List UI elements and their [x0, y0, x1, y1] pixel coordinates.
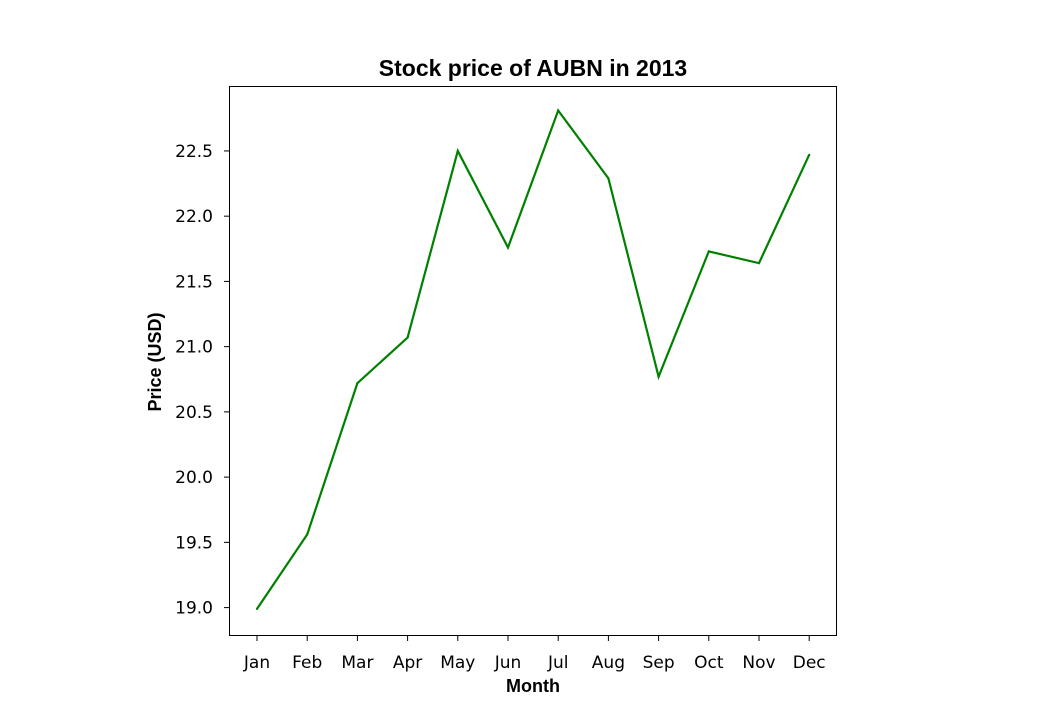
data-point — [557, 109, 560, 112]
x-tick-label: Oct — [694, 653, 724, 673]
data-point — [506, 246, 510, 249]
series-layer — [255, 108, 811, 611]
data-point — [406, 336, 409, 339]
x-tick-label: May — [440, 653, 475, 673]
data-point — [456, 149, 459, 153]
x-tick-label: Mar — [341, 653, 373, 673]
chart-title: Stock price of AUBN in 2013 — [379, 55, 687, 81]
y-tick-label: 22.0 — [175, 207, 213, 227]
x-tick-label: Jun — [494, 653, 522, 673]
plot-frame — [229, 86, 837, 636]
x-axis-label: Month — [506, 676, 560, 696]
data-point — [306, 533, 309, 536]
data-point — [607, 177, 610, 180]
x-tick-label: Dec — [793, 653, 826, 673]
y-axis-label: Price (USD) — [145, 312, 165, 411]
y-tick-label: 22.5 — [175, 142, 213, 162]
y-tick-label: 21.0 — [175, 338, 213, 358]
x-tick-label: Feb — [292, 653, 322, 673]
data-point — [657, 375, 660, 378]
x-axis: Jan Feb Mar Apr May Jun Jul Aug Sep Oct Nov Dec — [243, 635, 826, 673]
y-tick-label: 19.5 — [175, 533, 213, 553]
x-tick-label: Sep — [643, 653, 675, 673]
y-tick-label: 20.5 — [175, 403, 213, 423]
data-point — [255, 607, 259, 611]
y-tick-label: 21.5 — [175, 272, 213, 292]
x-tick-label: Nov — [742, 653, 775, 673]
data-point — [757, 262, 761, 265]
data-point — [356, 382, 359, 385]
y-tick-label: 20.0 — [175, 468, 213, 488]
data-point — [707, 250, 710, 253]
data-point — [808, 153, 811, 156]
y-tick-label: 19.0 — [175, 599, 213, 619]
x-tick-label: Jan — [243, 653, 270, 673]
y-axis: 19.0 19.5 20.0 20.5 21.0 21.5 22.0 22.5 — [175, 142, 230, 619]
series-line — [256, 108, 811, 610]
x-tick-label: Aug — [592, 653, 625, 673]
x-tick-label: Apr — [393, 653, 422, 673]
x-tick-label: Jul — [547, 653, 569, 673]
